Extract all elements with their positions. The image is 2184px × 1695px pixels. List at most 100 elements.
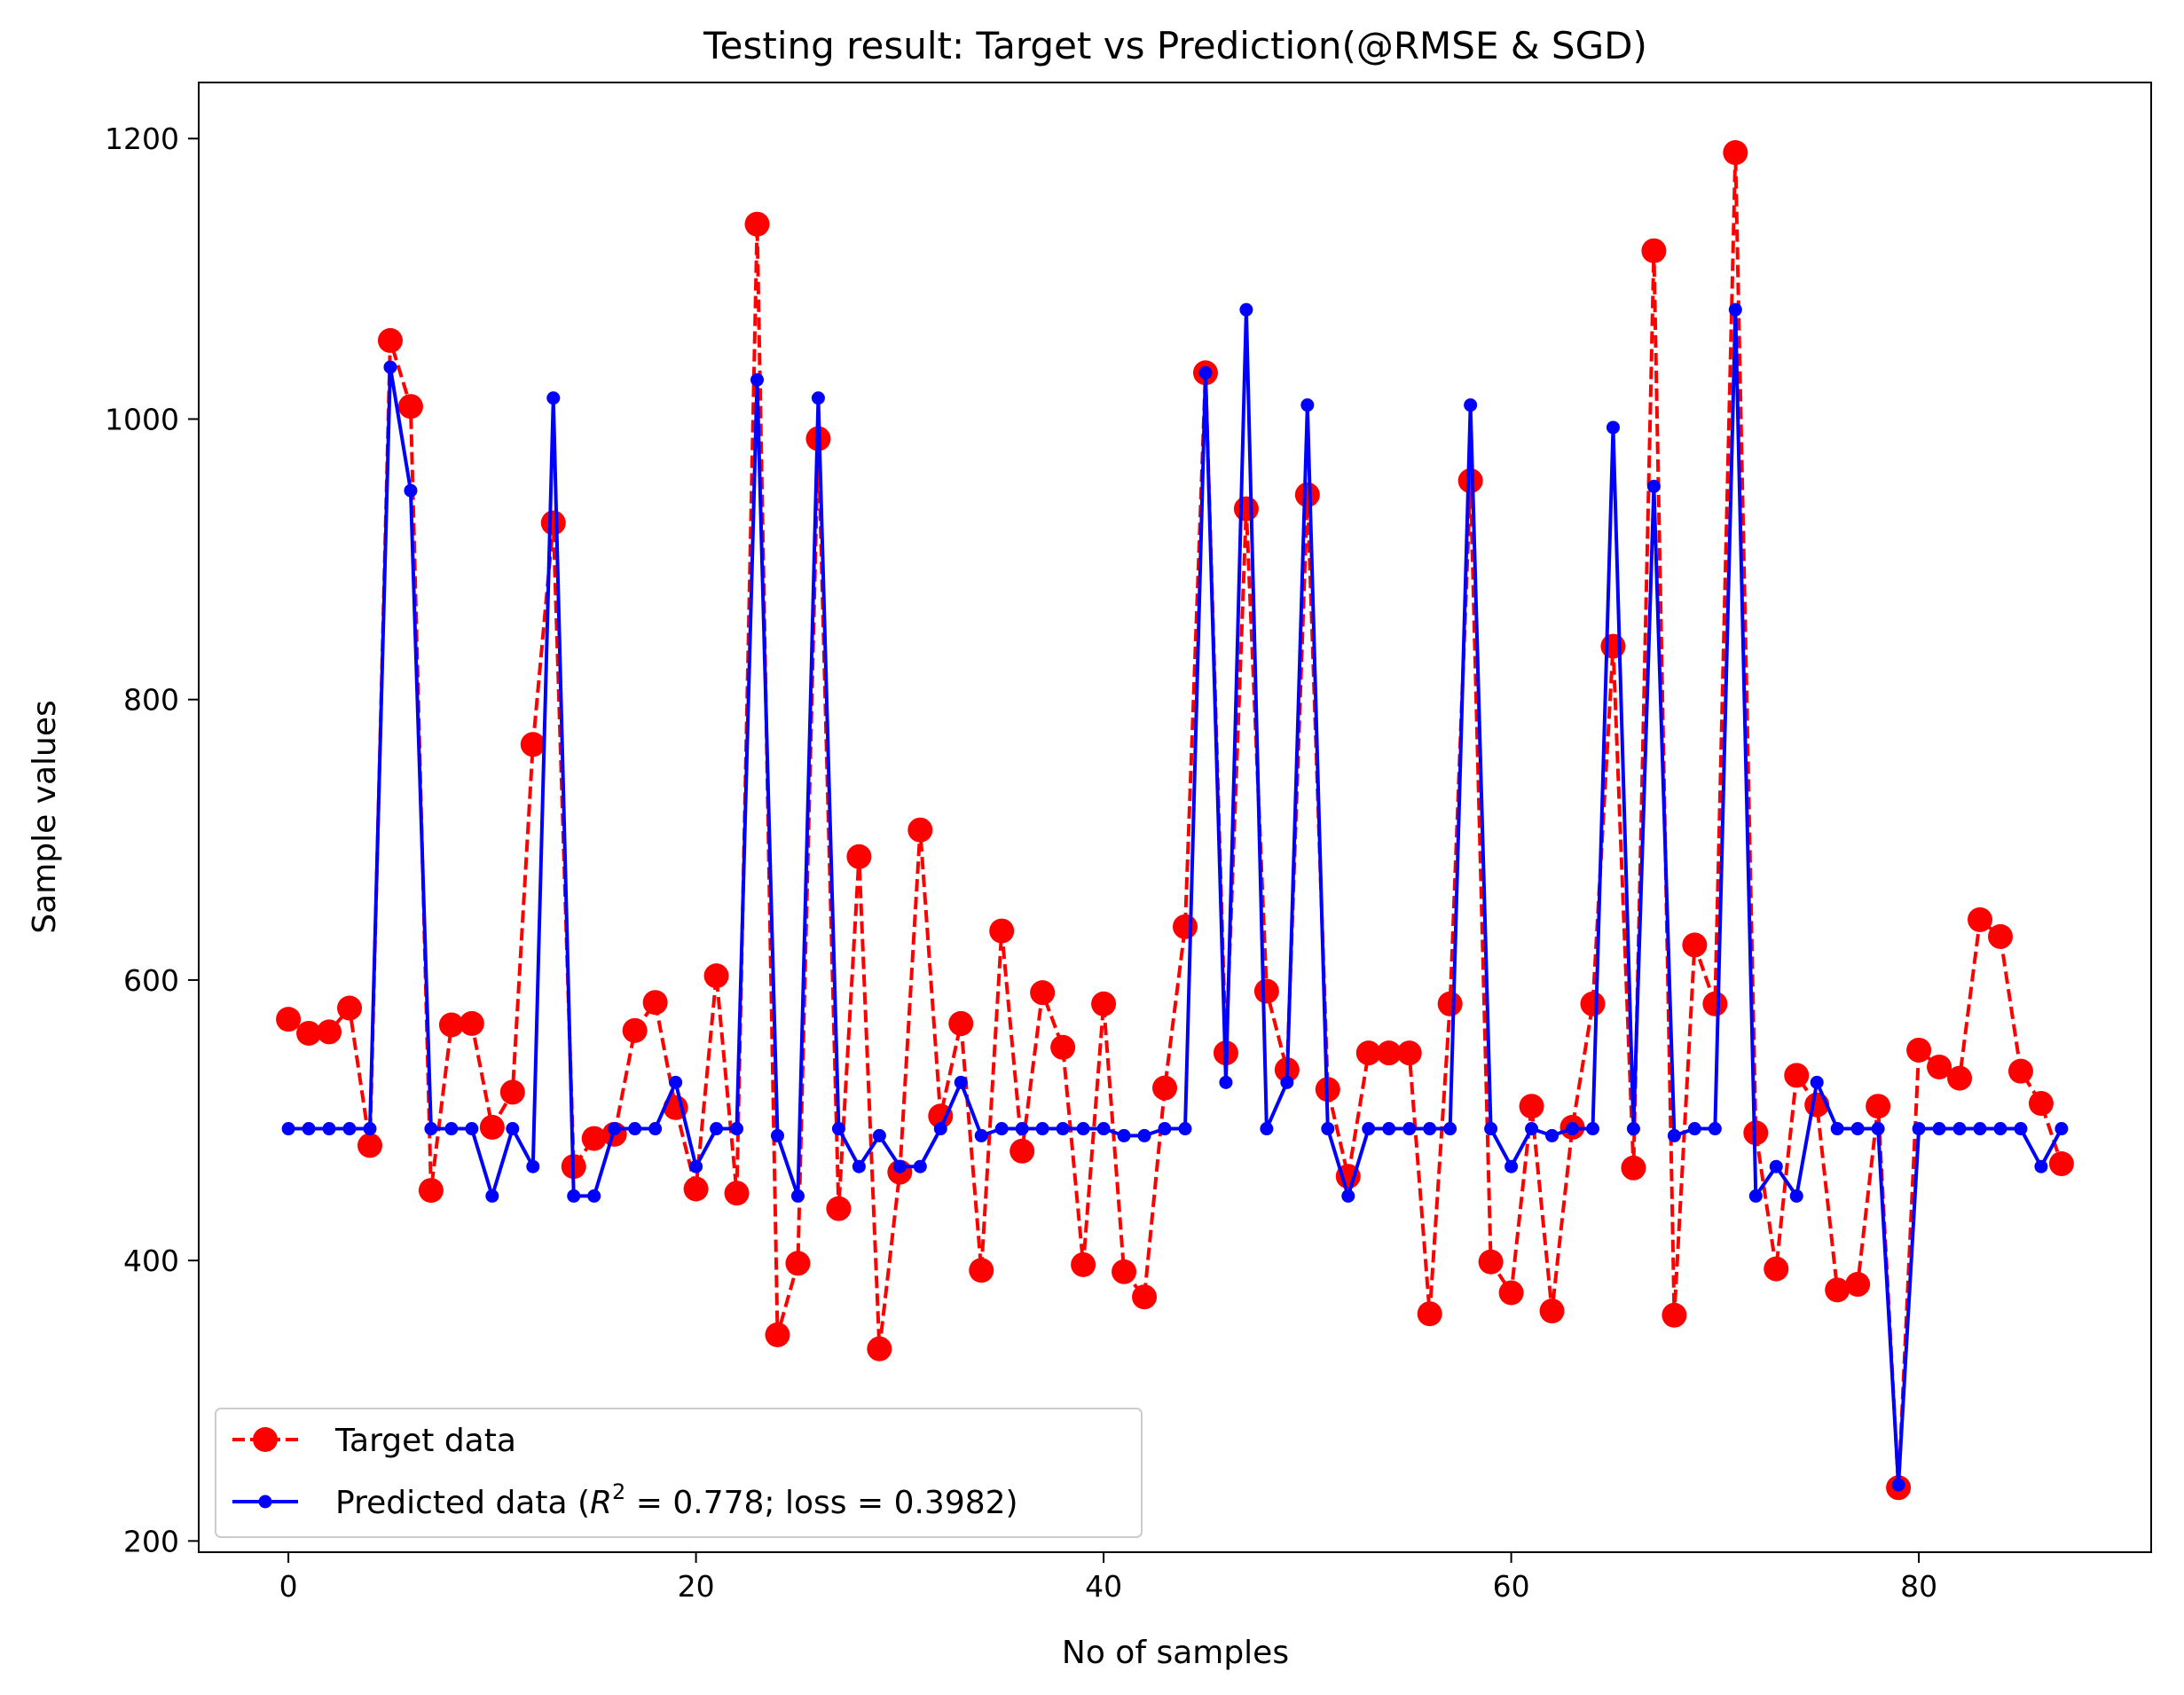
predicted-point: [1871, 1122, 1885, 1136]
series-predicted: [281, 302, 2069, 1492]
target-point: [1906, 1037, 1932, 1063]
target-point: [418, 1178, 444, 1204]
target-point: [1355, 1040, 1381, 1066]
target-point: [1050, 1034, 1076, 1060]
target-point: [928, 1103, 954, 1129]
predicted-point: [1056, 1122, 1070, 1136]
series-layer: [276, 140, 2074, 1501]
predicted-point: [811, 391, 825, 405]
target-point: [1641, 238, 1667, 263]
predicted-point: [1525, 1122, 1539, 1136]
target-point: [2048, 1151, 2074, 1177]
predicted-point: [1300, 398, 1315, 412]
target-point: [357, 1133, 382, 1158]
predicted-point: [444, 1122, 459, 1136]
target-point: [459, 1010, 484, 1036]
target-point: [1682, 932, 1708, 958]
predicted-point: [587, 1189, 601, 1203]
predicted-point: [1708, 1122, 1722, 1136]
x-tick-label: 0: [279, 1569, 298, 1604]
predicted-point: [1646, 479, 1661, 493]
predicted-point: [1952, 1122, 1967, 1136]
target-point: [317, 1019, 342, 1045]
target-point: [642, 990, 668, 1016]
predicted-line: [288, 308, 2063, 1487]
predicted-point: [608, 1122, 622, 1136]
predicted-point: [506, 1122, 520, 1136]
predicted-point: [1219, 1075, 1233, 1089]
predicted-point: [1443, 1122, 1457, 1136]
legend-predicted-suffix: = 0.778; loss = 0.3982): [625, 1485, 1017, 1521]
predicted-point: [750, 373, 765, 387]
predicted-point: [1585, 1122, 1599, 1136]
predicted-point: [363, 1122, 377, 1136]
target-point: [1968, 906, 1993, 932]
predicted-point: [954, 1075, 968, 1089]
predicted-point: [1606, 420, 1620, 435]
target-point: [1172, 914, 1198, 939]
y-tick-label: 1000: [105, 402, 179, 436]
predicted-point: [1341, 1189, 1355, 1203]
predicted-point: [1280, 1075, 1294, 1089]
legend-target-marker: [253, 1427, 278, 1452]
target-point: [1376, 1040, 1402, 1066]
predicted-point: [2054, 1122, 2069, 1136]
target-point: [1764, 1256, 1789, 1282]
predicted-point: [710, 1122, 724, 1136]
target-point: [622, 1017, 648, 1043]
predicted-point: [1687, 1122, 1701, 1136]
y-tick-label: 200: [123, 1524, 179, 1558]
target-point: [1498, 1280, 1524, 1306]
predicted-point: [1993, 1122, 2007, 1136]
x-tick-label: 20: [678, 1569, 715, 1604]
target-point: [785, 1251, 811, 1276]
legend: Target data Predicted data (R2 = 0.778; …: [215, 1408, 1143, 1538]
x-tick-label: 40: [1085, 1569, 1122, 1604]
predicted-point: [994, 1122, 1009, 1136]
target-point: [683, 1176, 709, 1202]
target-point: [1478, 1249, 1504, 1275]
predicted-point: [1789, 1189, 1803, 1203]
target-point: [1866, 1094, 1891, 1119]
predicted-point: [1810, 1075, 1824, 1089]
target-point: [1539, 1299, 1565, 1324]
x-axis-title: No of samples: [1062, 1635, 1289, 1671]
predicted-point: [1402, 1122, 1417, 1136]
predicted-point: [1015, 1122, 1029, 1136]
y-tick-label: 1200: [105, 122, 179, 156]
target-point: [1091, 991, 1117, 1016]
target-point: [479, 1114, 505, 1140]
target-point: [744, 211, 770, 237]
predicted-point: [1484, 1122, 1498, 1136]
legend-target-label: Target data: [334, 1423, 516, 1459]
predicted-point: [2034, 1159, 2048, 1173]
predicted-point: [892, 1159, 907, 1173]
predicted-point: [2014, 1122, 2028, 1136]
target-point: [1132, 1284, 1158, 1310]
predicted-point: [1464, 398, 1478, 412]
target-point: [1396, 1040, 1422, 1066]
target-point: [1519, 1094, 1544, 1119]
predicted-point: [1260, 1122, 1274, 1136]
target-point: [1600, 633, 1626, 659]
predicted-point: [1504, 1159, 1519, 1173]
predicted-point: [1850, 1122, 1865, 1136]
legend-box: [215, 1408, 1143, 1538]
legend-predicted-label: Predicted data (R2 = 0.778; loss = 0.398…: [335, 1479, 1018, 1521]
predicted-point: [1321, 1122, 1335, 1136]
predicted-point: [974, 1128, 988, 1142]
predicted-point: [689, 1159, 703, 1173]
target-point: [2028, 1091, 2054, 1117]
target-line: [287, 151, 2063, 1490]
predicted-point: [1748, 1189, 1763, 1203]
target-point: [703, 963, 729, 989]
legend-predicted-prefix: Predicted data (: [335, 1485, 590, 1521]
y-axis: 200 400 600 800 1000 1200: [105, 122, 199, 1558]
target-point: [765, 1322, 790, 1347]
target-point: [1030, 980, 1056, 1006]
target-point: [1071, 1252, 1096, 1277]
predicted-point: [1545, 1128, 1559, 1142]
predicted-point: [1423, 1122, 1437, 1136]
plot-background: [199, 82, 2151, 1552]
predicted-point: [770, 1128, 784, 1142]
